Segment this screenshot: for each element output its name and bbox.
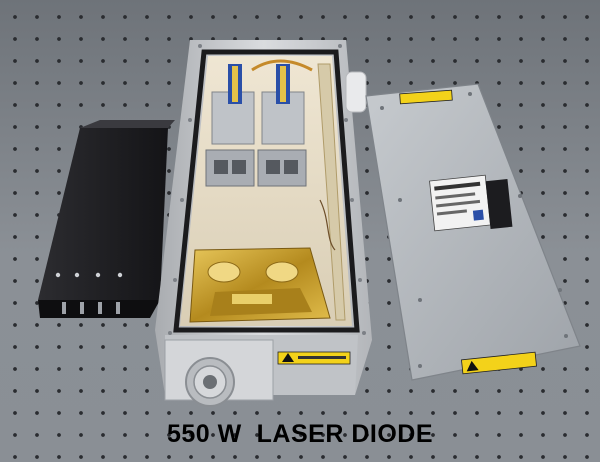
housing-lid xyxy=(365,83,581,381)
diode-modules xyxy=(205,59,336,251)
gold-optics-block xyxy=(189,247,331,323)
black-bracket xyxy=(38,120,175,318)
diode-module-right xyxy=(257,64,307,187)
diode-module-left xyxy=(205,64,255,187)
photo-caption: 550 W LASER DIODE xyxy=(167,420,433,448)
warning-triangle-icon xyxy=(282,353,294,362)
